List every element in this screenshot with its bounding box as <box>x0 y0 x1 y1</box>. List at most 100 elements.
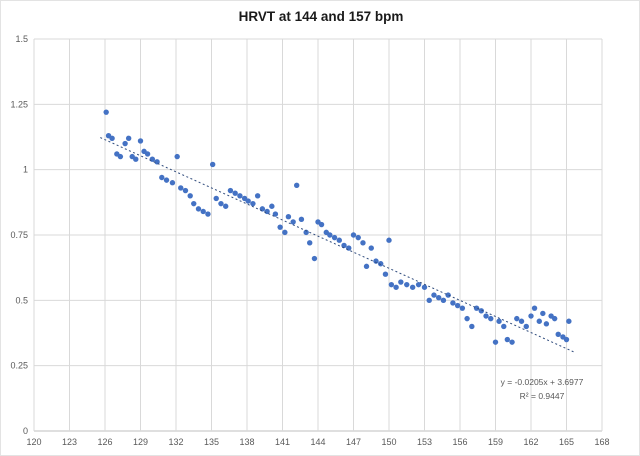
scatter-point <box>346 245 352 251</box>
y-tick-label: 1.25 <box>10 99 28 109</box>
scatter-point <box>336 237 342 243</box>
scatter-point <box>205 211 211 217</box>
scatter-point <box>563 336 570 343</box>
scatter-point <box>269 203 275 209</box>
y-tick-label: 1 <box>23 165 28 175</box>
scatter-point <box>154 159 160 165</box>
scatter-point <box>536 318 542 324</box>
scatter-point <box>327 232 333 238</box>
scatter-point <box>298 216 305 223</box>
x-tick-label: 162 <box>523 437 538 447</box>
scatter-point <box>137 138 144 144</box>
x-tick-label: 132 <box>168 437 183 447</box>
scatter-point <box>282 229 288 236</box>
gridlines <box>33 38 603 432</box>
scatter-point <box>159 174 165 181</box>
scatter-point <box>133 156 139 162</box>
scatter-point <box>264 208 270 215</box>
scatter-point <box>566 318 572 324</box>
scatter-point <box>551 315 558 322</box>
x-tick-label: 141 <box>275 437 290 447</box>
scatter-point <box>431 292 437 298</box>
scatter-point <box>232 190 238 196</box>
scatter-point <box>415 281 422 288</box>
scatter-point <box>307 240 313 246</box>
x-tick-label: 123 <box>62 437 77 447</box>
x-tick-label: 168 <box>594 437 609 447</box>
scatter-point <box>450 300 456 306</box>
scatter-point <box>191 200 197 207</box>
scatter-point <box>169 180 176 186</box>
scatter-point <box>109 135 115 142</box>
y-tick-label: 1.5 <box>15 34 28 44</box>
scatter-point <box>122 140 128 147</box>
scatter-point <box>149 156 156 162</box>
scatter-point <box>200 208 206 215</box>
scatter-point <box>125 135 132 142</box>
scatter-point <box>514 315 520 322</box>
y-tick-label: 0.5 <box>15 295 28 305</box>
scatter-point <box>223 203 229 209</box>
scatter-point <box>290 219 296 225</box>
x-tick-label: 147 <box>346 437 361 447</box>
x-tick-label: 126 <box>97 437 112 447</box>
x-tick-label: 144 <box>310 437 325 447</box>
tick-labels: 0 0.25 0.5 0.75 1 1.25 1.5 120 123 126 129 132 135 13… <box>10 34 609 447</box>
scatter-point <box>509 339 515 345</box>
scatter-point <box>445 292 451 298</box>
scatter-point <box>350 232 357 238</box>
scatter-point <box>492 339 499 345</box>
scatter-point <box>409 284 416 290</box>
scatter-point <box>496 318 502 324</box>
scatter-point <box>464 315 470 322</box>
trendline-r2-label: R² = 0.9447 <box>520 391 565 401</box>
scatter-point <box>174 153 180 160</box>
scatter-point <box>478 308 484 314</box>
scatter-point <box>103 109 109 115</box>
scatter-point <box>209 161 216 168</box>
scatter-point <box>483 313 489 319</box>
x-tick-label: 159 <box>488 437 503 447</box>
scatter-point <box>386 237 392 243</box>
scatter-point <box>360 240 366 246</box>
scatter-point <box>311 255 318 262</box>
scatter-point <box>436 295 442 301</box>
scatter-point <box>163 177 170 183</box>
scatter-point <box>543 321 550 327</box>
x-tick-label: 135 <box>204 437 219 447</box>
x-tick-label: 138 <box>239 437 254 447</box>
scatter-point <box>303 229 309 236</box>
x-tick-label: 120 <box>26 437 41 447</box>
trendline-equation-label: y = -0.0205x + 3.6977 <box>501 377 584 387</box>
scatter-point <box>540 310 546 317</box>
scatter-point <box>237 193 243 199</box>
scatter-point <box>501 323 507 330</box>
scatter-point <box>488 315 494 322</box>
x-tick-label: 150 <box>381 437 396 447</box>
scatter-point <box>363 263 370 270</box>
scatter-point <box>178 185 184 191</box>
scatter-point <box>388 281 395 288</box>
scatter-point <box>182 187 189 194</box>
trendline <box>100 137 574 353</box>
scatter-point <box>245 198 251 204</box>
scatter-point <box>440 297 447 304</box>
scatter-point <box>531 305 538 311</box>
scatter-point <box>421 284 428 290</box>
scatter-point <box>398 279 404 285</box>
scatter-point <box>195 206 202 212</box>
y-tick-label: 0.75 <box>10 230 28 240</box>
scatter-point <box>518 318 525 324</box>
scatter-point <box>277 224 283 230</box>
scatter-point <box>378 261 384 267</box>
scatter-point <box>318 221 325 228</box>
scatter-point <box>187 193 193 199</box>
scatter-point <box>218 200 224 207</box>
scatter-point <box>272 211 279 217</box>
scatter-point <box>473 305 480 311</box>
x-tick-label: 165 <box>559 437 574 447</box>
scatter-point <box>213 195 219 202</box>
chart-title: HRVT at 144 and 157 bpm <box>238 9 404 24</box>
